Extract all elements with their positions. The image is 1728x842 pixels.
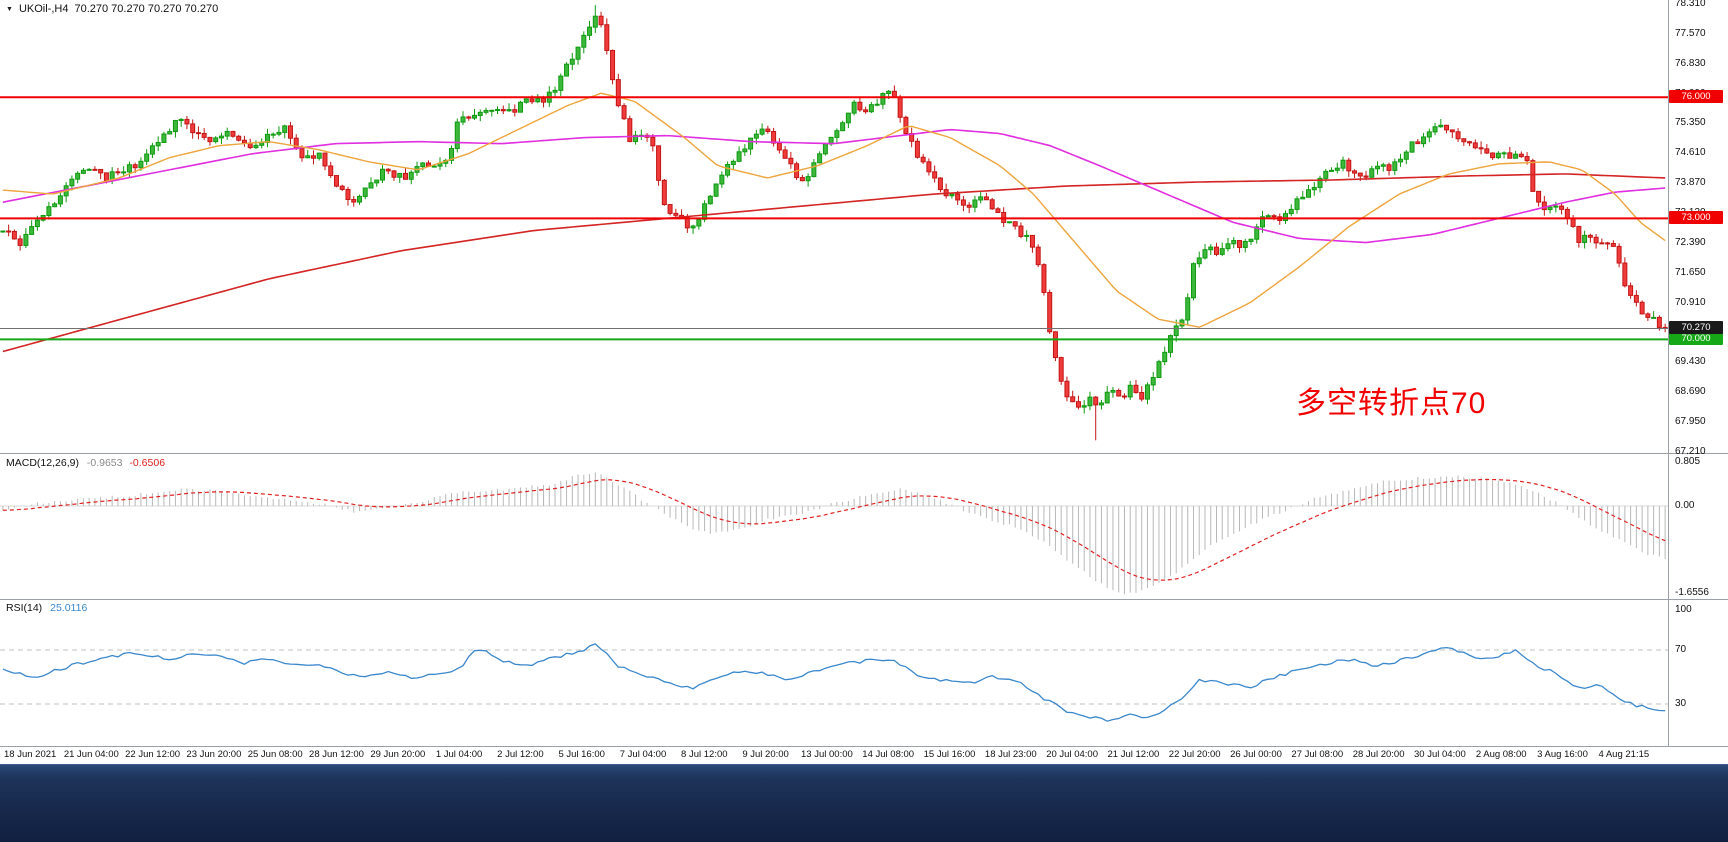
rsi-value: 25.0116: [50, 602, 88, 614]
price-scale-label: 67.210: [1675, 446, 1706, 457]
time-label: 7 Jul 04:00: [619, 749, 667, 760]
price-scale: 78.31077.57076.83076.09075.35074.61073.8…: [1668, 0, 1728, 747]
rsi-scale-label: 100: [1675, 603, 1692, 615]
chart-header: ▼ UKOil-,H4 70.270 70.270 70.270 70.270: [6, 3, 218, 15]
time-label: 28 Jul 20:00: [1352, 749, 1405, 760]
time-label: 29 Jun 20:00: [370, 749, 426, 760]
price-scale-label: 78.310: [1675, 0, 1706, 9]
rsi-name: RSI(14): [6, 602, 43, 614]
price-scale-label: 72.390: [1675, 236, 1706, 248]
macd-value-signal: -0.6506: [129, 457, 166, 469]
support-70-tag: 70.000: [1669, 332, 1723, 346]
time-label: 22 Jun 12:00: [125, 749, 181, 760]
macd-scale-label: 0.805: [1675, 455, 1701, 467]
candlesticks: [0, 5, 1668, 441]
macd-signal-line: [2, 478, 1666, 581]
ma-fast-line: [2, 92, 1666, 328]
macd-histogram: [2, 472, 1666, 595]
time-label: 3 Aug 16:00: [1537, 749, 1588, 760]
macd-indicator-label: MACD(12,26,9) -0.9653 -0.6506: [6, 457, 165, 469]
time-label: 4 Aug 21:15: [1598, 749, 1650, 760]
ma-slow-line: [2, 173, 1666, 353]
resistance-76-tag: 76.000: [1669, 90, 1723, 104]
time-label: 21 Jul 12:00: [1107, 749, 1160, 760]
macd-value-main: -0.9653: [86, 457, 123, 469]
time-label: 23 Jun 20:00: [186, 749, 242, 760]
time-label: 8 Jul 12:00: [681, 749, 728, 760]
time-label: 30 Jul 04:00: [1414, 749, 1466, 760]
panel-separators: [0, 0, 1728, 747]
time-label: 5 Jul 16:00: [558, 749, 605, 760]
chart-svg[interactable]: [0, 0, 1728, 747]
resistance-73-tag: 73.000: [1669, 211, 1723, 225]
annotation-label: 多空转折点70: [1296, 387, 1487, 420]
time-label: 13 Jul 00:00: [801, 749, 853, 760]
time-label: 26 Jul 00:00: [1230, 749, 1282, 760]
price-scale-label: 74.610: [1675, 147, 1706, 159]
rsi-line: [2, 643, 1666, 722]
macd-scale-label: -1.6556: [1675, 587, 1709, 598]
time-label: 18 Jun 2021: [4, 749, 57, 760]
time-label: 1 Jul 04:00: [435, 749, 483, 760]
time-label: 25 Jun 08:00: [247, 749, 303, 760]
rsi-indicator-label: RSI(14) 25.0116: [6, 602, 87, 614]
price-scale-label: 77.570: [1675, 27, 1706, 39]
time-label: 21 Jun 04:00: [63, 749, 119, 760]
price-scale-label: 69.430: [1675, 356, 1706, 368]
macd-name: MACD(12,26,9): [6, 457, 79, 469]
time-label: 27 Jul 08:00: [1291, 749, 1344, 760]
ohlc-quotes: 70.270 70.270 70.270 70.270: [74, 3, 219, 15]
macd-scale-label: 0.00: [1675, 500, 1695, 511]
rsi-scale-label: 30: [1675, 698, 1687, 709]
time-label: 28 Jun 12:00: [309, 749, 364, 760]
symbol-title: UKOil-,H4: [18, 3, 69, 15]
bottom-panel: [0, 764, 1728, 842]
time-axis: 18 Jun 2021 21 Jun 04:00 22 Jun 12:00 23 Ju…: [0, 747, 1668, 764]
price-scale-label: 67.950: [1675, 416, 1706, 428]
time-label: 2 Aug 08:00: [1475, 749, 1527, 760]
price-scale-label: 68.690: [1675, 386, 1706, 398]
price-scale-label: 73.870: [1675, 177, 1706, 189]
time-label: 14 Jul 08:00: [862, 749, 915, 760]
price-scale-label: 75.350: [1675, 117, 1706, 129]
symbol-dropdown-icon[interactable]: ▼: [6, 5, 13, 13]
time-label: 9 Jul 20:00: [742, 749, 789, 760]
ma-medium-line: [2, 128, 1666, 244]
current-price-tag: 70.270: [1669, 321, 1723, 335]
time-label: 15 Jul 16:00: [923, 749, 976, 760]
time-label: 18 Jul 23:00: [984, 749, 1037, 760]
price-scale-label: 70.910: [1675, 296, 1706, 308]
rsi-scale-label: 70: [1675, 644, 1687, 655]
time-label: 2 Jul 12:00: [497, 749, 544, 760]
price-scale-label: 76.830: [1675, 57, 1706, 69]
price-scale-label: 71.650: [1675, 266, 1706, 278]
time-label: 20 Jul 04:00: [1046, 749, 1098, 760]
time-label: 22 Jul 20:00: [1168, 749, 1221, 760]
